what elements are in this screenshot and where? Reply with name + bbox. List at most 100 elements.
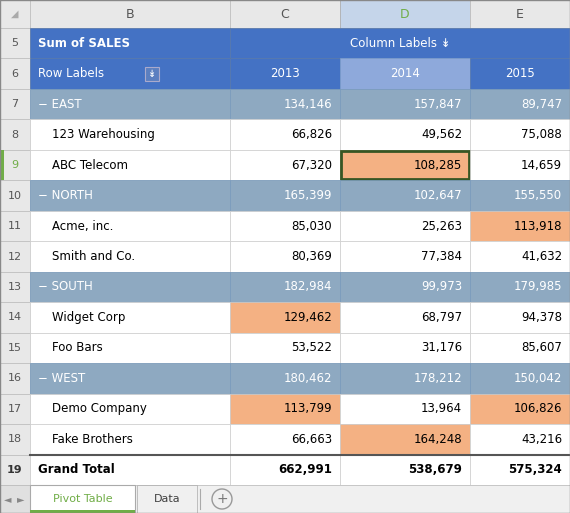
Text: 15: 15 xyxy=(8,343,22,353)
Bar xyxy=(0,241,30,272)
Bar xyxy=(230,211,340,241)
Bar xyxy=(145,67,159,81)
Bar xyxy=(30,89,230,120)
Text: 538,679: 538,679 xyxy=(408,463,462,476)
Text: 85,607: 85,607 xyxy=(521,341,562,354)
Text: 134,146: 134,146 xyxy=(283,97,332,111)
Bar xyxy=(30,181,230,211)
Text: 80,369: 80,369 xyxy=(291,250,332,263)
Text: ◢: ◢ xyxy=(11,9,19,19)
Text: 9: 9 xyxy=(11,160,19,170)
Text: 165,399: 165,399 xyxy=(283,189,332,202)
Bar xyxy=(0,393,30,424)
Text: 662,991: 662,991 xyxy=(278,463,332,476)
Bar xyxy=(0,332,30,363)
Bar xyxy=(30,241,230,272)
Text: 7: 7 xyxy=(11,99,19,109)
Bar xyxy=(340,120,470,150)
Text: 13,964: 13,964 xyxy=(421,402,462,416)
Bar xyxy=(470,424,570,455)
Bar xyxy=(0,363,30,393)
Bar xyxy=(30,363,230,393)
Text: Widget Corp: Widget Corp xyxy=(52,311,125,324)
Text: +: + xyxy=(216,492,228,506)
Text: 575,324: 575,324 xyxy=(508,463,562,476)
Text: B: B xyxy=(126,8,135,21)
Bar xyxy=(30,211,230,241)
Text: Foo Bars: Foo Bars xyxy=(52,341,103,354)
Bar xyxy=(0,485,570,513)
Text: 11: 11 xyxy=(8,221,22,231)
Text: ►: ► xyxy=(17,494,25,504)
Text: 53,522: 53,522 xyxy=(291,341,332,354)
Bar xyxy=(0,181,30,211)
Bar xyxy=(230,150,340,181)
Bar xyxy=(30,424,230,455)
Bar xyxy=(230,424,340,455)
Bar xyxy=(0,28,30,58)
Text: Smith and Co.: Smith and Co. xyxy=(52,250,135,263)
Text: 157,847: 157,847 xyxy=(413,97,462,111)
Text: 179,985: 179,985 xyxy=(514,281,562,293)
Text: 180,462: 180,462 xyxy=(283,372,332,385)
Bar xyxy=(340,272,470,302)
Text: 123 Warehousing: 123 Warehousing xyxy=(52,128,155,141)
Text: 2013: 2013 xyxy=(270,67,300,80)
Text: 99,973: 99,973 xyxy=(421,281,462,293)
Text: 182,984: 182,984 xyxy=(283,281,332,293)
Bar xyxy=(470,181,570,211)
Bar xyxy=(340,363,470,393)
Bar xyxy=(340,455,470,485)
Bar xyxy=(340,0,470,28)
Text: 89,747: 89,747 xyxy=(521,97,562,111)
Text: Data: Data xyxy=(154,494,180,504)
Text: C: C xyxy=(280,8,290,21)
Text: 113,799: 113,799 xyxy=(283,402,332,416)
Text: 113,918: 113,918 xyxy=(514,220,562,232)
Bar xyxy=(0,302,30,332)
Bar xyxy=(341,151,469,180)
Bar xyxy=(30,455,230,485)
Bar xyxy=(340,332,470,363)
Bar xyxy=(230,120,340,150)
Bar xyxy=(470,332,570,363)
Text: 75,088: 75,088 xyxy=(521,128,562,141)
Bar xyxy=(340,241,470,272)
Bar xyxy=(470,363,570,393)
Bar xyxy=(340,89,470,120)
Bar xyxy=(0,150,4,181)
Text: Pivot Table: Pivot Table xyxy=(52,494,112,504)
Text: 68,797: 68,797 xyxy=(421,311,462,324)
Text: ◄: ◄ xyxy=(4,494,12,504)
Text: Sum of SALES: Sum of SALES xyxy=(38,37,130,50)
Bar xyxy=(30,393,230,424)
Bar xyxy=(470,58,570,89)
Text: 106,826: 106,826 xyxy=(514,402,562,416)
Bar xyxy=(0,272,30,302)
Bar xyxy=(230,363,340,393)
Text: D: D xyxy=(400,8,410,21)
Bar xyxy=(230,89,340,120)
Bar xyxy=(340,302,470,332)
Bar xyxy=(230,455,340,485)
Text: 12: 12 xyxy=(8,251,22,262)
Bar xyxy=(137,485,197,513)
Text: 85,030: 85,030 xyxy=(291,220,332,232)
Bar xyxy=(340,424,470,455)
Text: 164,248: 164,248 xyxy=(413,433,462,446)
Bar xyxy=(340,211,470,241)
Text: 25,263: 25,263 xyxy=(421,220,462,232)
Text: Column Labels ↡: Column Labels ↡ xyxy=(349,37,450,50)
Bar xyxy=(230,332,340,363)
Text: Fake Brothers: Fake Brothers xyxy=(52,433,133,446)
Bar xyxy=(230,272,340,302)
Text: 5: 5 xyxy=(11,38,18,48)
Text: 102,647: 102,647 xyxy=(413,189,462,202)
Text: 108,285: 108,285 xyxy=(414,159,462,172)
Bar xyxy=(0,58,30,89)
Bar xyxy=(470,455,570,485)
Bar xyxy=(340,393,470,424)
Text: 10: 10 xyxy=(8,190,22,201)
Text: 94,378: 94,378 xyxy=(521,311,562,324)
Text: − SOUTH: − SOUTH xyxy=(38,281,93,293)
